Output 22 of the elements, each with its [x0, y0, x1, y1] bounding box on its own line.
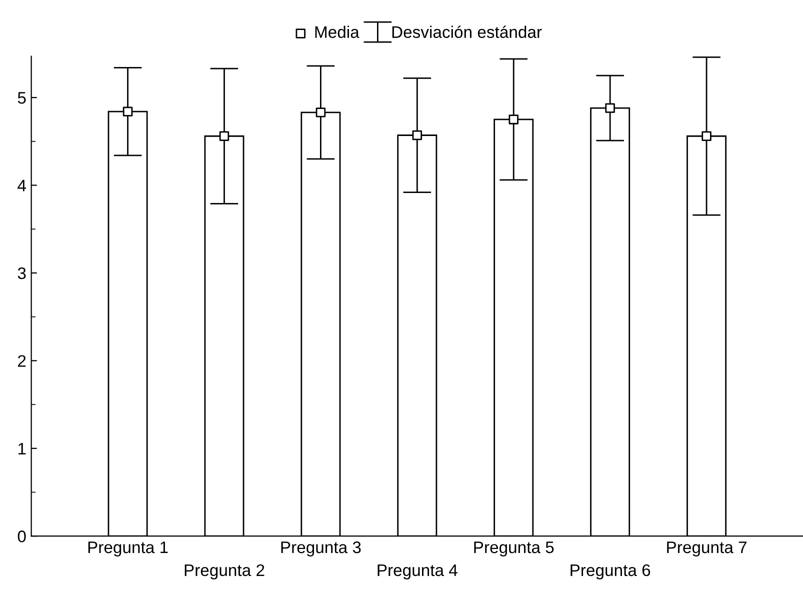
y-tick-label: 1 [18, 442, 26, 454]
point [508, 114, 518, 124]
x-tick-label: Pregunta 1 [88, 542, 168, 557]
point [702, 131, 712, 141]
text: Desviación estándar [392, 26, 542, 38]
x-tick-label: Pregunta 3 [281, 541, 361, 557]
point [122, 106, 133, 116]
y-tick-label: 3 [18, 267, 26, 280]
point [412, 130, 422, 140]
x-tick-label: Pregunta 6 [570, 564, 650, 580]
y-tick-label: 0 [18, 530, 26, 542]
x-tick-label: Pregunta 7 [667, 542, 746, 557]
point [605, 103, 615, 113]
x-tick-label: Pregunta 2 [184, 564, 264, 580]
y-tick-label: 2 [18, 355, 26, 367]
x-tick-label: Pregunta 4 [378, 564, 458, 580]
y-tick-label: 4 [18, 180, 26, 192]
legend-label: Media [315, 26, 360, 38]
point [316, 108, 326, 118]
y-tick-label: 5 [18, 92, 26, 104]
point [219, 131, 230, 141]
x-tick-label: Pregunta 5 [474, 542, 554, 557]
